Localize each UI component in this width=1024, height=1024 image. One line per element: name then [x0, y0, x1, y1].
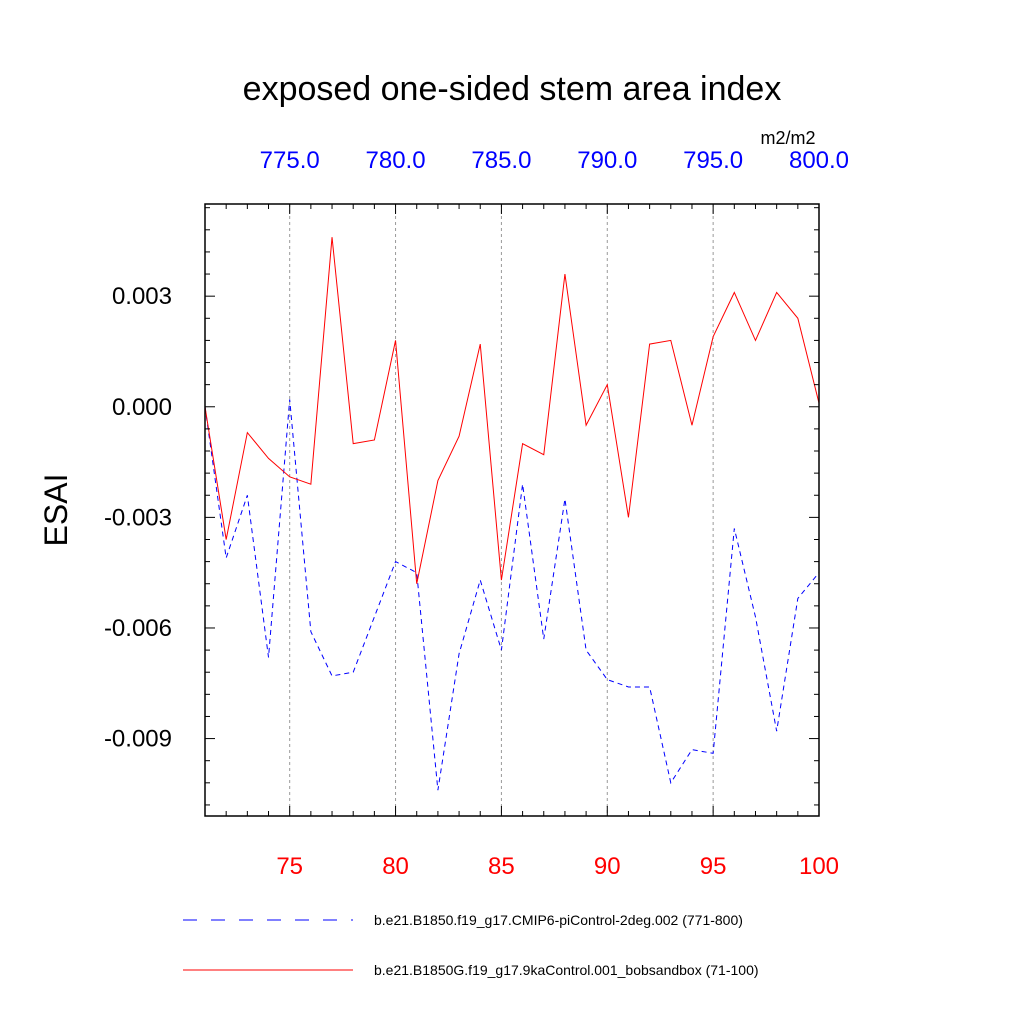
units-label: m2/m2	[760, 128, 815, 148]
y-tick-label: -0.003	[104, 504, 172, 531]
x-top-tick-label: 795.0	[683, 147, 743, 174]
series-line-2	[204, 237, 820, 584]
x-top-tick-label: 800.0	[789, 147, 849, 174]
chart-title: exposed one-sided stem area index	[243, 70, 782, 108]
x-top-tick-label: 775.0	[260, 147, 320, 174]
y-tick-label: -0.006	[104, 615, 172, 642]
vertical-gridlines	[289, 204, 714, 816]
x-top-tick-label: 785.0	[471, 147, 531, 174]
y-tick-label: -0.009	[104, 726, 172, 753]
x-bottom-tick-label: 100	[799, 853, 839, 880]
x-bottom-tick-label: 75	[276, 853, 303, 880]
series-line-1	[204, 399, 820, 791]
x-top-tick-label: 790.0	[577, 147, 637, 174]
y-tick-label: 0.003	[112, 283, 172, 310]
axis-tick-labels: 75 80 85 90 95 100 775.0 780.0 785.0 790.0 795.0 80…	[104, 147, 849, 880]
legend: b.e21.B1850.f19_g17.CMIP6-piControl-2deg…	[183, 912, 759, 978]
x-bottom-tick-label: 95	[700, 853, 727, 880]
y-tick-label: 0.000	[112, 394, 172, 421]
plot-frame	[204, 203, 820, 817]
x-top-tick-label: 780.0	[366, 147, 426, 174]
legend-label-2: b.e21.B1850G.f19_g17.9kaControl.001_bobs…	[374, 962, 759, 978]
y-axis-label: ESAI	[38, 474, 74, 547]
x-bottom-tick-label: 85	[488, 853, 515, 880]
x-bottom-tick-label: 80	[382, 853, 409, 880]
legend-label-1: b.e21.B1850.f19_g17.CMIP6-piControl-2deg…	[374, 912, 743, 928]
axis-ticks	[204, 204, 820, 816]
x-bottom-tick-label: 90	[594, 853, 621, 880]
series-lines	[204, 237, 820, 791]
